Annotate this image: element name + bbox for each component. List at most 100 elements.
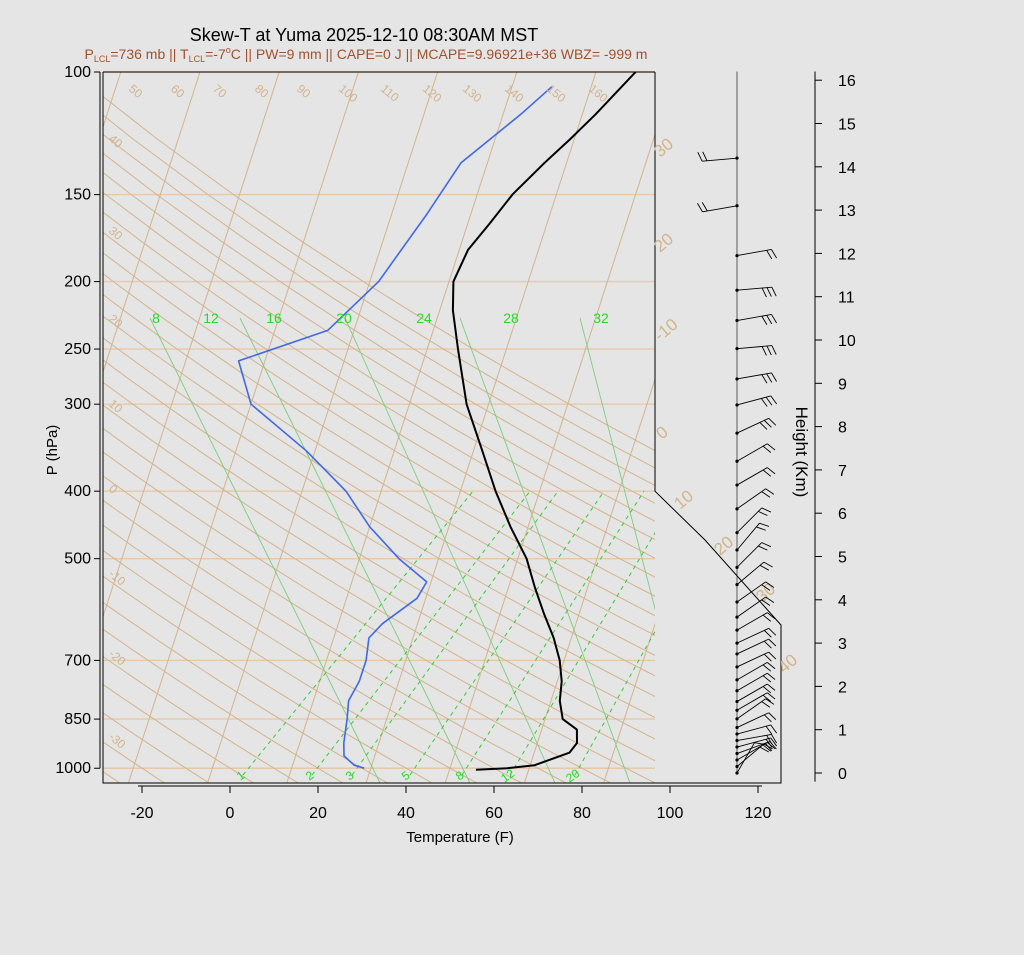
wind-barb-dot [735, 678, 739, 682]
wind-barb-flag [761, 507, 772, 513]
wind-barb [736, 692, 768, 711]
wind-barb [736, 596, 766, 618]
wind-barb-dot [735, 377, 739, 381]
isotherm-line [103, 72, 280, 619]
chart-title: Skew-T at Yuma 2025-12-10 08:30AM MST [190, 25, 539, 45]
dry-adiabat-line [103, 337, 655, 677]
dry-adiabat-line [103, 628, 344, 783]
p-tick-label: 100 [64, 64, 91, 81]
wind-barb-flag [771, 372, 777, 382]
x-tick-label: 20 [309, 805, 327, 822]
moist-adiabat-line [149, 317, 381, 783]
height-tick-label: 1 [838, 723, 847, 740]
wind-barb [702, 157, 738, 162]
wind-barbs [697, 71, 778, 775]
wind-barb [736, 742, 755, 774]
isotherm-line [286, 72, 518, 783]
wind-barb-dot [735, 431, 739, 435]
wind-barb [736, 742, 768, 761]
x-tick-label: 60 [485, 805, 503, 822]
dry-adiabat-line [103, 524, 522, 783]
moist-adiabat-line [239, 317, 471, 783]
wind-barb-flag [765, 581, 775, 588]
wind-barb [736, 612, 768, 631]
dry-adiabat-line [103, 451, 655, 783]
wind-barb [736, 724, 771, 735]
dry-adiabat-line [103, 381, 655, 719]
dry-adiabat-line [103, 95, 655, 452]
wind-barb-dot [735, 565, 739, 569]
height-tick-label: 2 [838, 679, 847, 696]
plot-lines [0, 72, 655, 783]
dry-adiabat-line [103, 191, 655, 541]
wind-barb-dot [735, 689, 739, 693]
wind-barb [736, 662, 768, 681]
wind-barb [736, 638, 769, 655]
moist-adiabat-line [344, 317, 556, 783]
moist-adiabat-label: 24 [416, 310, 432, 326]
wind-barb-flag [765, 725, 773, 735]
mixing-ratio-line [242, 490, 474, 776]
height-tick-label: 6 [838, 506, 847, 523]
moist-adiabat-label: 16 [266, 310, 282, 326]
x-tick-label: 100 [657, 805, 684, 822]
wind-barb-dot [735, 288, 739, 292]
wind-barb-flag [763, 420, 772, 428]
p-tick-label: 300 [64, 396, 91, 413]
wind-barb-flag [761, 374, 768, 384]
dry-adiabat-line [103, 404, 655, 740]
wind-barb [736, 507, 763, 534]
wind-barb [736, 249, 772, 257]
wind-barb-flag [766, 373, 773, 383]
isotherm-line [444, 132, 655, 783]
wind-barb-flag [762, 675, 772, 683]
wind-barb-flag [762, 686, 772, 694]
wind-barb-flag [762, 694, 772, 702]
wind-barb-flag [697, 151, 703, 162]
wind-barb-flag [771, 345, 777, 355]
wind-barb [736, 651, 769, 668]
wind-barb-dot [735, 725, 739, 730]
wind-barb-dot [735, 583, 739, 587]
wind-barb-flag [761, 584, 771, 591]
wind-barb-dot [735, 548, 739, 552]
dry-adiabat-line [103, 712, 210, 783]
wind-barb-flag [765, 698, 775, 705]
wind-barb-flag [766, 250, 773, 260]
wind-barb-flag [768, 712, 777, 721]
wind-barb-flag [766, 345, 772, 356]
wind-barb-flag [767, 672, 776, 680]
wind-barb-flag [759, 564, 770, 571]
wind-barb [736, 542, 763, 568]
wind-barb [736, 417, 769, 434]
wind-barb-dot [735, 483, 739, 487]
wind-barb-flag [701, 202, 708, 212]
wind-barb-dot [735, 708, 739, 712]
wind-barb-dot [735, 459, 739, 463]
p-tick-label: 500 [64, 551, 91, 568]
wind-barb [736, 395, 771, 406]
wind-barb-flag [766, 315, 773, 325]
wind-barb-flag [761, 701, 771, 708]
dry-adiabat-line [103, 475, 611, 783]
wind-barb-flag [763, 714, 772, 723]
wind-barb-dot [735, 318, 739, 323]
isotherm-line [0, 72, 42, 783]
wind-barb-flag [771, 286, 777, 297]
mixing-ratio-line [351, 490, 559, 776]
moist-adiabat-label: 28 [503, 310, 519, 326]
wind-barb-dot [735, 652, 739, 656]
height-tick-label: 14 [838, 160, 856, 177]
dry-adiabat-line [103, 315, 655, 656]
wind-barb-dot [735, 347, 739, 351]
height-tick-label: 15 [838, 117, 856, 134]
subtitle-plcl-label: P [85, 46, 94, 62]
wind-barb [736, 522, 760, 551]
mixing-ratio-line [509, 531, 655, 776]
subtitle-tlcl-value: =-7 [205, 46, 226, 62]
dry-adiabat-line [0, 72, 75, 783]
subtitle-tlcl-sub: LCL [189, 54, 206, 64]
wind-barb-flag [768, 638, 777, 647]
dry-adiabat-line [103, 683, 254, 783]
dry-adiabat-line [103, 171, 655, 522]
